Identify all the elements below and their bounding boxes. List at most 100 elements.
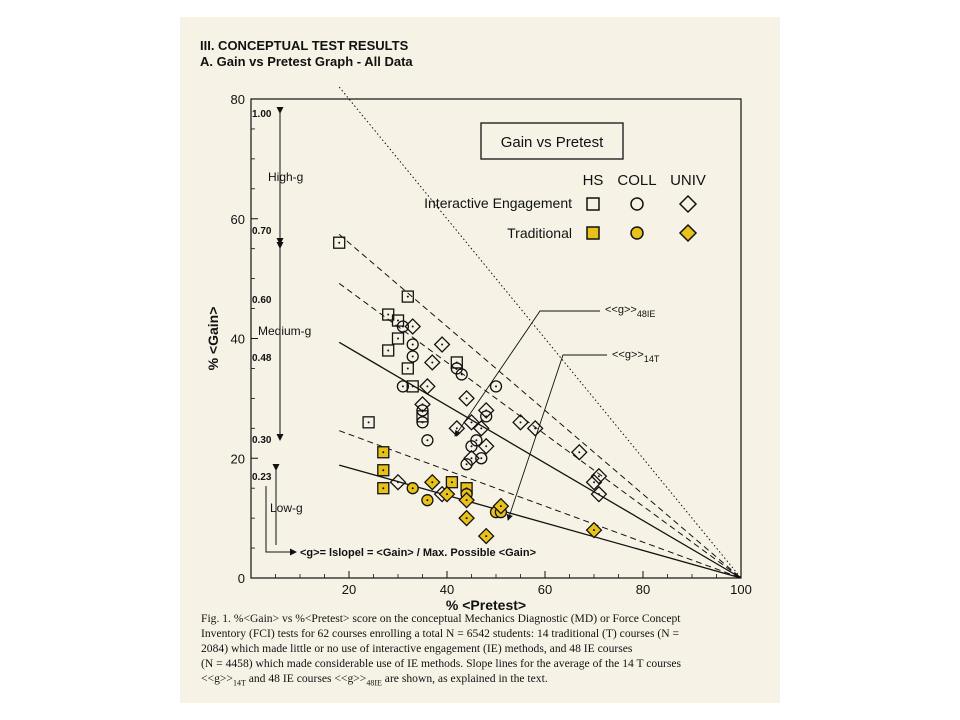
marker-center-dot: [411, 325, 414, 328]
marker-center-dot: [401, 325, 404, 328]
marker-center-dot: [499, 505, 502, 508]
data-point: [377, 464, 390, 477]
legend-row-ie: Interactive Engagement: [424, 195, 572, 211]
marker-diamond: [477, 402, 495, 419]
data-point: [419, 378, 436, 395]
g48ie-leader: [454, 310, 600, 437]
caption-sub-14t: 14T: [232, 678, 246, 688]
caption-line-3: 2084) which made little or no use of int…: [201, 642, 633, 655]
marker-square: [406, 380, 419, 393]
data-point: [377, 482, 390, 495]
data-point: [401, 362, 414, 375]
legend-marker-ie-diamond: [678, 194, 698, 214]
caption-sub-48ie: 48IE: [366, 678, 382, 688]
data-point: [362, 416, 375, 429]
marker-circle: [416, 416, 429, 429]
marker-center-dot: [485, 409, 488, 412]
g-line-0-23: [339, 464, 742, 579]
data-point: [463, 449, 480, 467]
data-point: [404, 318, 422, 335]
data-point: [396, 320, 410, 333]
g-line-label: 0.48: [252, 353, 272, 364]
marker-circle: [465, 440, 478, 453]
data-point: [377, 446, 390, 459]
g-line-label: 1.00: [252, 109, 272, 120]
x-tick-label: 60: [538, 582, 552, 597]
marker-center-dot: [411, 385, 414, 388]
caption-line-2: Inventory (FCI) tests for 62 courses enr…: [201, 627, 680, 640]
y-tick-label: 40: [231, 332, 245, 347]
marker-center-dot: [431, 481, 434, 484]
marker-center-dot: [411, 343, 414, 346]
legend-row-traditional: Traditional: [507, 225, 572, 241]
legend-marker-ie-square: [586, 197, 600, 211]
marker-circle: [396, 380, 410, 393]
g14t-subscript: 14T: [644, 354, 660, 364]
data-point: [526, 419, 544, 437]
data-point: [489, 380, 503, 393]
marker-diamond: [477, 437, 495, 455]
marker-diamond: [433, 336, 451, 353]
y-tick-label: 60: [231, 212, 245, 227]
chart-title: Gain vs Pretest: [501, 134, 604, 151]
marker-circle: [489, 380, 503, 393]
data-point: [433, 336, 451, 353]
marker-center-dot: [338, 241, 341, 244]
data-point: [465, 440, 478, 453]
marker-center-dot: [465, 517, 468, 520]
marker-diamond: [404, 318, 422, 335]
data-point: [423, 473, 441, 491]
g-line-1-00: [338, 86, 742, 579]
marker-center-dot: [411, 487, 414, 490]
plot-area: [250, 98, 742, 579]
caption-line-5: <<g>>14T and 48 IE courses <<g>>48IE are…: [201, 671, 761, 690]
marker-diamond: [526, 419, 544, 437]
marker-center-dot: [470, 457, 473, 460]
marker-circle: [406, 350, 419, 363]
marker-diamond: [389, 473, 407, 491]
region-label-medium-g: Medium-g: [258, 324, 311, 338]
slope-definition-label: <g>= lslopel = <Gain> / Max. Possible <G…: [300, 547, 536, 559]
marker-square: [401, 362, 414, 375]
chart-title-box: [480, 122, 624, 160]
region-label-low-g: Low-g: [270, 501, 303, 515]
marker-center-dot: [421, 403, 424, 406]
data-point: [492, 497, 510, 515]
data-point: [333, 236, 346, 249]
marker-center-dot: [406, 367, 409, 370]
data-point: [590, 467, 608, 485]
marker-center-dot: [597, 475, 600, 478]
marker-center-dot: [455, 427, 458, 430]
g-line-label: 0.30: [252, 435, 272, 446]
data-point: [463, 413, 480, 431]
data-point: [421, 494, 434, 507]
marker-diamond: [472, 419, 490, 437]
data-point: [406, 482, 419, 495]
data-point: [570, 443, 588, 461]
marker-center-dot: [534, 427, 537, 430]
marker-center-dot: [446, 493, 448, 496]
marker-diamond: [463, 449, 480, 467]
g48ie-subscript: 48IE: [637, 309, 656, 319]
marker-diamond: [458, 390, 475, 407]
data-point: [458, 491, 475, 509]
marker-center-dot: [470, 445, 473, 448]
caption-text-mid: and 48 IE courses <<g>>: [245, 672, 367, 685]
marker-center-dot: [382, 451, 385, 454]
marker-center-dot: [475, 439, 478, 442]
marker-circle: [455, 368, 468, 381]
legend-marker-t-square: [586, 226, 600, 240]
marker-center-dot: [593, 481, 595, 484]
region-label-high-g: High-g: [268, 170, 303, 184]
y-tick-label: 20: [231, 451, 245, 466]
marker-diamond: [414, 396, 431, 413]
data-point: [382, 344, 395, 357]
marker-diamond: [419, 378, 436, 395]
caption-line-4: (N = 4458) which made considerable use o…: [201, 657, 682, 670]
marker-center-dot: [465, 397, 468, 400]
data-point: [475, 452, 488, 465]
marker-center-dot: [411, 355, 414, 358]
marker-center-dot: [485, 445, 488, 448]
x-tick-label: 100: [730, 582, 752, 597]
g14t-leader: [506, 354, 607, 521]
